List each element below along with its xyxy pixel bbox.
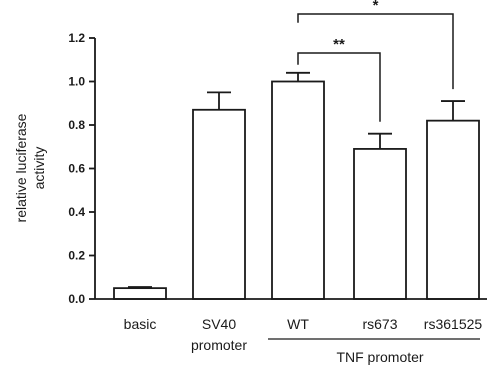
x-tick-label: basic	[124, 316, 157, 332]
y-tick-label: 1.0	[68, 75, 85, 89]
bar	[426, 119, 480, 300]
significance-brackets: ***	[297, 0, 454, 122]
bar	[192, 108, 246, 300]
x-tick-sublabel: promoter	[191, 337, 247, 353]
y-tick-label: 0.8	[68, 118, 85, 132]
bar	[113, 287, 167, 300]
significance-label: **	[333, 36, 345, 53]
significance-bracket	[297, 52, 381, 122]
y-tick-label: 0.2	[68, 249, 85, 263]
significance-bracket	[297, 13, 454, 90]
significance-label: *	[373, 0, 379, 14]
x-axis: basic SV40 promoter WT rs673 rs361525 TNF prom…	[95, 298, 487, 365]
x-tick-label: WT	[287, 316, 309, 332]
x-tick-label: SV40	[202, 316, 236, 332]
y-tick-label: 0.0	[68, 292, 85, 306]
y-tick-label: 0.6	[68, 162, 85, 176]
y-tick-label: 0.4	[68, 205, 85, 219]
group-label: TNF promoter	[336, 349, 423, 365]
bar	[271, 80, 325, 300]
y-tick-label: 1.2	[68, 31, 85, 45]
bars	[113, 71, 480, 300]
y-axis: 0.0 0.2 0.4 0.6 0.8 1.0 1.2	[68, 31, 96, 306]
x-tick-label: rs361525	[424, 316, 483, 332]
x-tick-label: rs673	[362, 316, 397, 332]
y-axis-title: relative luciferase activity	[13, 113, 47, 222]
bar	[353, 148, 407, 300]
